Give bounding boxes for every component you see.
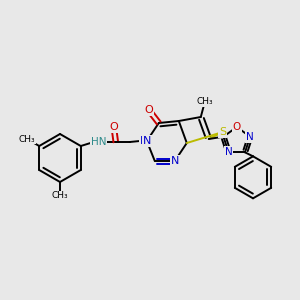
Text: N: N [171,156,179,166]
Text: N: N [142,136,151,146]
Text: N: N [246,132,254,142]
Text: S: S [219,127,226,137]
Text: CH₃: CH₃ [196,98,213,106]
Text: O: O [233,122,241,132]
Text: O: O [110,122,118,132]
Text: HN: HN [91,137,106,147]
Text: N: N [140,136,148,146]
Text: O: O [144,105,153,115]
Text: CH₃: CH₃ [52,191,68,200]
Text: CH₃: CH₃ [19,134,35,143]
Text: N: N [225,147,232,157]
